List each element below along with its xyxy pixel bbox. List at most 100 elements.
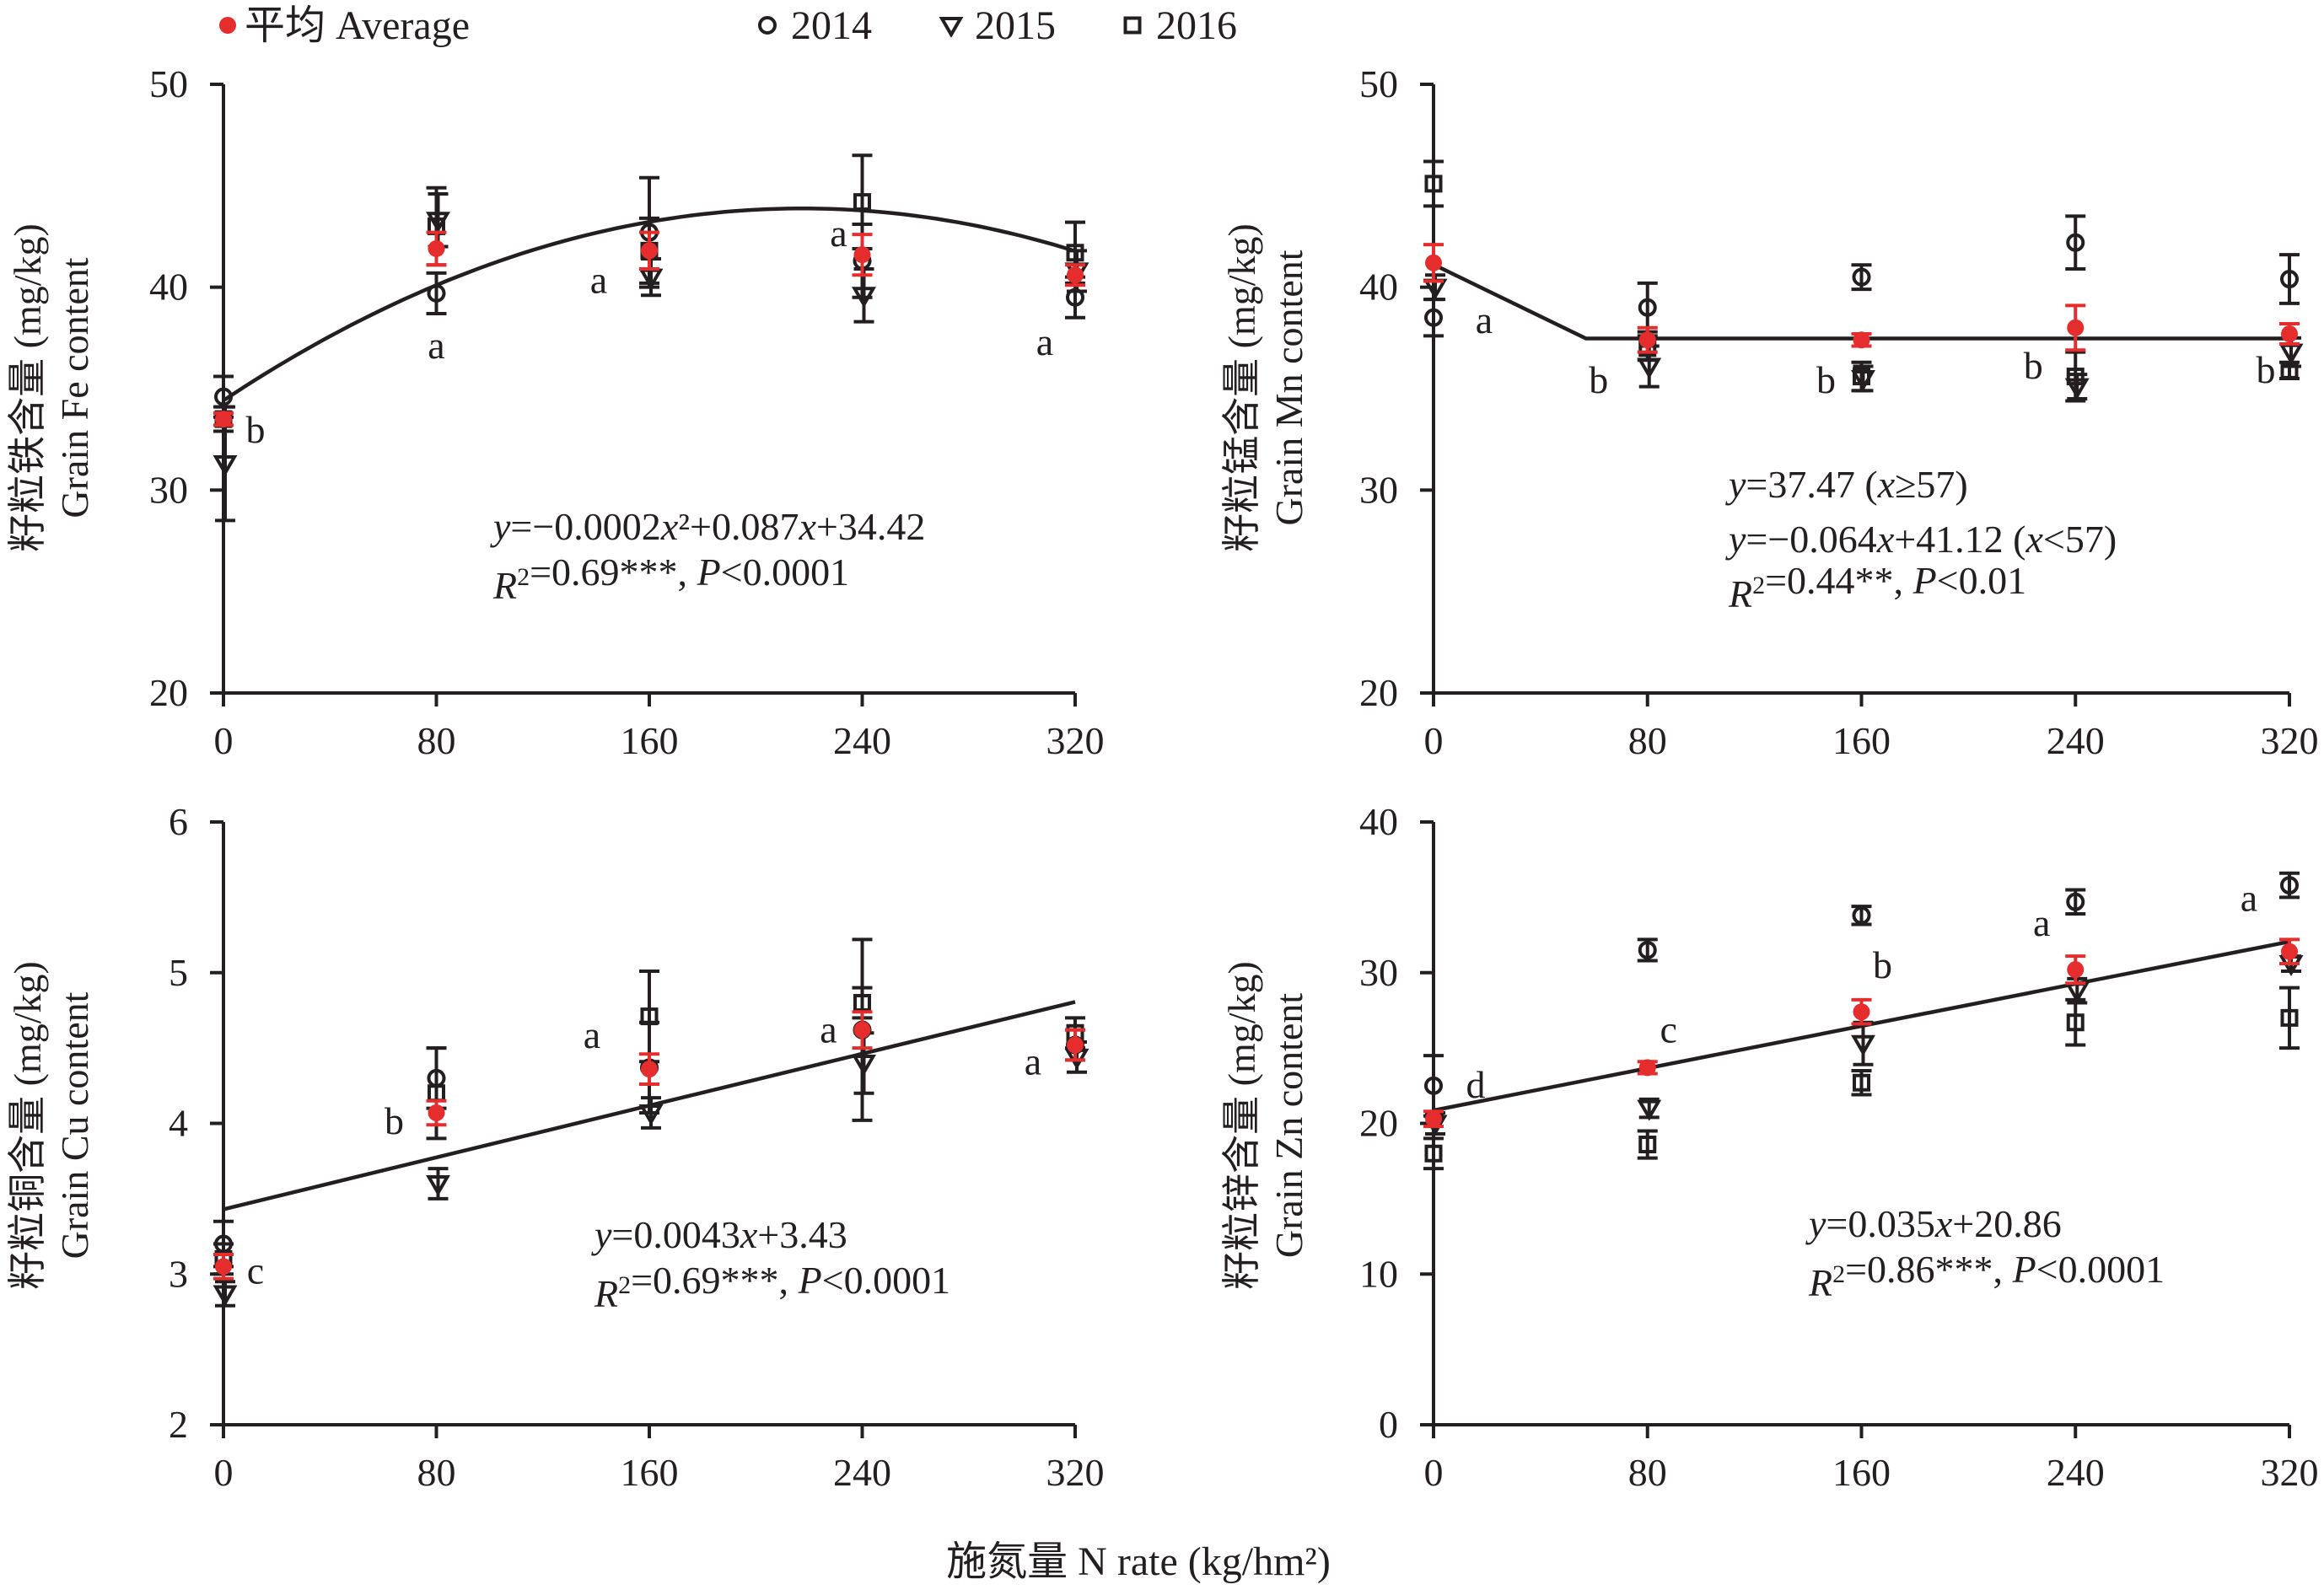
y-axis-label-en: Grain Zn content (1267, 993, 1310, 1258)
significance-letter: a (1036, 320, 1053, 363)
significance-letter: b (385, 1099, 404, 1142)
data-point-average (853, 1021, 871, 1039)
legend-label: 2014 (791, 3, 872, 48)
y-tick-label: 20 (149, 671, 188, 714)
error-bar (1423, 1136, 1444, 1171)
significance-letter: a (1476, 298, 1493, 341)
data-point-2015 (852, 287, 876, 309)
y-tick-label: 30 (1359, 468, 1398, 511)
fit-line (1433, 262, 2289, 341)
y-tick-label: 5 (169, 951, 188, 994)
y-axis-label-en: Grain Mn content (1267, 250, 1310, 525)
data-point-average (1853, 1003, 1870, 1021)
data-point-average (215, 411, 232, 428)
y-tick-label: 30 (1359, 951, 1398, 994)
data-point-average (215, 1258, 232, 1276)
significance-letter: b (246, 408, 266, 451)
legend-label: 平均 Average (245, 3, 470, 48)
y-tick-label: 40 (1359, 800, 1398, 843)
y-tick-label: 50 (1359, 62, 1398, 105)
data-point-2016 (1066, 244, 1084, 262)
data-point-2016 (853, 193, 871, 212)
x-tick-label: 240 (833, 719, 891, 762)
y-tick-label: 40 (149, 266, 188, 309)
x-tick-label: 80 (417, 1451, 456, 1494)
data-point-2014 (2280, 876, 2299, 895)
data-point-average (1425, 1110, 1442, 1128)
y-tick-label: 6 (169, 800, 188, 843)
panel-fe: 20 30 40 50 0 80 160 240 320 籽粒铁含量 (mg/kg) Grain F… (6, 62, 1105, 762)
fit-equation: y=0.035x+20.86 (1805, 1202, 2062, 1245)
significance-letter: a (830, 212, 847, 255)
y-tick-label: 2 (169, 1403, 188, 1446)
data-point-2016 (1424, 1144, 1443, 1163)
error-bar (1637, 1129, 1658, 1160)
data-point-average (2281, 943, 2298, 960)
data-point-2016 (2066, 1013, 2085, 1032)
legend-label: 2016 (1156, 3, 1237, 48)
data-point-2016 (1638, 1136, 1657, 1154)
data-point-2016 (1853, 1073, 1870, 1092)
fit-equation: R2=0.86***, P<0.0001 (1808, 1248, 2165, 1304)
data-point-average (1638, 331, 1656, 349)
legend-marker-circle (758, 16, 777, 35)
data-point-average (2067, 319, 2085, 336)
error-bar (426, 271, 447, 315)
data-point-average (641, 1061, 658, 1078)
y-tick-label: 10 (1359, 1252, 1398, 1295)
data-point-2016 (853, 994, 871, 1012)
significance-letter: d (1466, 1063, 1486, 1106)
data-point-2016 (640, 1007, 659, 1026)
x-tick-label: 0 (214, 719, 234, 762)
error-bar (2065, 997, 2086, 1047)
y-axis-label-cn: 籽粒锌含量 (mg/kg) (1220, 961, 1263, 1290)
data-point-2014 (1852, 267, 1871, 287)
data-point-2014 (2066, 233, 2085, 252)
y-axis-label-cn: 籽粒铁含量 (mg/kg) (6, 223, 49, 552)
y-axis-label-cn: 籽粒锰含量 (mg/kg) (1220, 223, 1263, 552)
data-point-2015 (212, 455, 238, 477)
data-point-2015 (852, 1055, 876, 1076)
legend: 平均 Average 2014 2015 2016 (219, 3, 1237, 48)
x-tick-label: 0 (1424, 719, 1444, 762)
y-axis-label-en: Grain Fe content (53, 257, 96, 518)
y-axis-label-cn: 籽粒铜含量 (mg/kg) (6, 961, 49, 1290)
significance-letter: a (820, 1008, 837, 1051)
significance-letter: b (2024, 344, 2043, 387)
data-point-2014 (1638, 940, 1657, 959)
x-tick-label: 80 (417, 719, 456, 762)
x-tick-label: 240 (2047, 719, 2105, 762)
fit-equation: R2=0.69***, P<0.0001 (492, 551, 849, 607)
data-point-2016 (2280, 361, 2299, 379)
data-point-2014 (1638, 298, 1657, 317)
significance-letter: b (2257, 348, 2276, 391)
data-point-2015 (638, 1104, 664, 1125)
data-point-average (1853, 331, 1870, 349)
data-point-2014 (1424, 1076, 1443, 1095)
significance-letter: b (1589, 358, 1608, 401)
x-tick-label: 240 (833, 1451, 891, 1494)
data-point-average (428, 1104, 445, 1121)
significance-letter: a (2033, 901, 2050, 944)
data-point-2016 (1424, 175, 1443, 193)
error-bar (1423, 159, 1444, 208)
y-tick-label: 0 (1379, 1403, 1398, 1446)
y-tick-label: 50 (149, 62, 188, 105)
x-tick-label: 0 (214, 1451, 234, 1494)
significance-letter: c (1660, 1007, 1677, 1050)
significance-letter: c (247, 1249, 264, 1292)
data-point-average (1067, 1036, 1084, 1054)
data-point-average (853, 246, 871, 264)
data-point-2016 (2280, 1008, 2299, 1027)
error-bar (2065, 350, 2086, 403)
fit-equation: R2=0.69***, P<0.0001 (594, 1259, 950, 1315)
significance-letter: b (1873, 943, 1892, 986)
data-point-2015 (426, 1175, 450, 1196)
x-tick-label: 320 (2261, 1451, 2319, 1494)
data-point-2014 (427, 283, 446, 303)
y-tick-label: 20 (1359, 671, 1398, 714)
y-tick-label: 40 (1359, 266, 1398, 309)
data-point-average (428, 239, 445, 257)
